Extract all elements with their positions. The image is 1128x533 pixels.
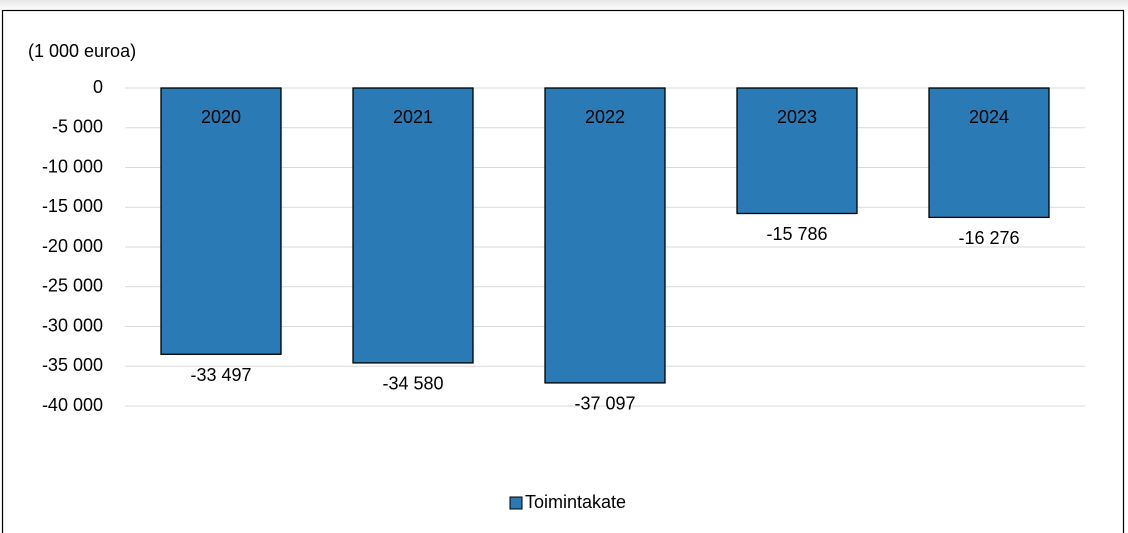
legend-label: Toimintakate	[525, 492, 626, 512]
y-tick-label: -15 000	[42, 196, 103, 216]
bar	[160, 87, 282, 355]
y-tick-label: -10 000	[42, 156, 103, 176]
top-shadow	[0, 0, 1128, 10]
y-tick-label: -25 000	[42, 276, 103, 296]
category-label: 2023	[777, 107, 817, 127]
data-label: -16 276	[958, 228, 1019, 248]
data-label: -15 786	[766, 224, 827, 244]
y-tick-label: -5 000	[52, 117, 103, 137]
category-label: 2021	[393, 107, 433, 127]
bar	[544, 87, 666, 384]
y-tick-label: -30 000	[42, 315, 103, 335]
y-tick-label: -40 000	[42, 395, 103, 415]
y-axis-label: (1 000 euroa)	[28, 41, 136, 61]
y-tick-label: -20 000	[42, 236, 103, 256]
bar	[736, 87, 858, 215]
data-label: -37 097	[574, 394, 635, 414]
category-label: 2022	[585, 107, 625, 127]
legend-swatch	[509, 496, 523, 510]
y-tick-label: -35 000	[42, 355, 103, 375]
bar	[352, 87, 474, 364]
data-label: -33 497	[190, 365, 251, 385]
category-label: 2020	[201, 107, 241, 127]
category-label: 2024	[969, 107, 1009, 127]
bar	[928, 87, 1050, 219]
data-label: -34 580	[382, 374, 443, 394]
y-tick-label: 0	[93, 77, 103, 97]
